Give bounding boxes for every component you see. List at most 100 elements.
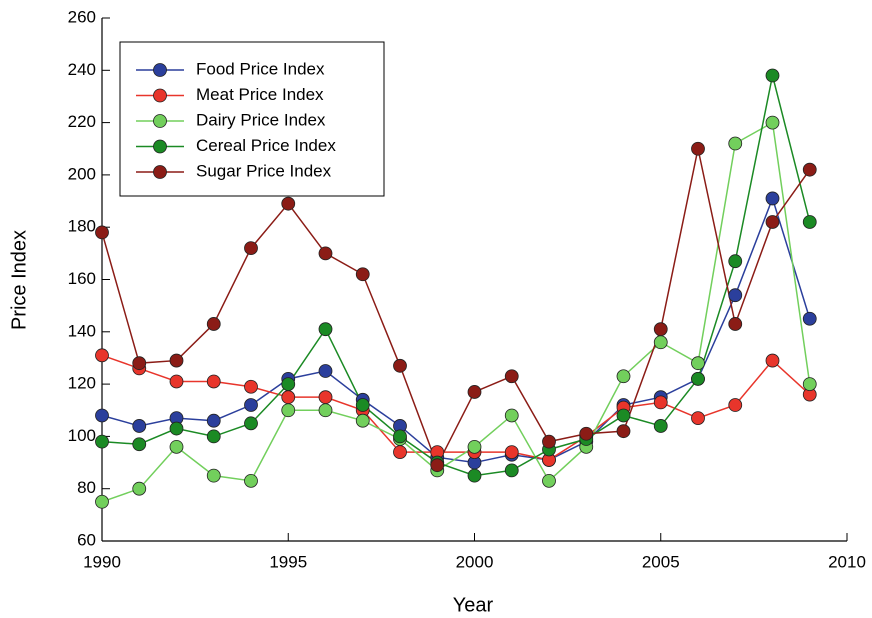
x-tick-label: 1990: [83, 552, 121, 571]
y-tick-label: 140: [68, 321, 96, 340]
y-tick-label: 240: [68, 60, 96, 79]
data-point: [169, 353, 184, 368]
data-point: [616, 369, 631, 384]
data-point: [206, 317, 221, 331]
y-tick-label: 120: [68, 374, 96, 393]
data-point: [244, 416, 258, 431]
data-point: [95, 408, 109, 423]
data-point: [244, 241, 258, 256]
legend-label: Food Price Index: [196, 59, 325, 78]
y-tick-label: 60: [77, 530, 96, 549]
data-point: [616, 408, 631, 423]
data-point: [765, 353, 780, 368]
legend-label: Sugar Price Index: [196, 161, 332, 180]
data-point: [244, 473, 258, 488]
y-tick-label: 220: [68, 112, 96, 131]
data-point: [802, 162, 817, 177]
data-point: [281, 196, 296, 211]
data-point: [579, 426, 594, 441]
x-tick-label: 2005: [642, 552, 680, 571]
data-point: [318, 322, 333, 337]
data-point: [504, 369, 519, 384]
y-tick-label: 180: [68, 217, 96, 236]
data-point: [132, 481, 147, 496]
legend-marker: [153, 139, 167, 154]
series-line: [101, 354, 811, 461]
data-point: [653, 419, 668, 433]
data-point: [318, 246, 333, 261]
data-point: [504, 463, 519, 478]
data-point: [132, 419, 147, 433]
data-point: [132, 437, 147, 452]
x-tick-label: 2010: [828, 552, 866, 571]
data-point: [691, 141, 705, 156]
legend: Food Price Index Meat Price Index Dairy Pr…: [119, 41, 385, 197]
data-point: [802, 311, 817, 326]
data-point: [355, 398, 370, 412]
data-point: [691, 356, 705, 371]
data-point: [318, 390, 333, 405]
data-point: [393, 358, 407, 373]
data-point: [355, 267, 370, 282]
data-point: [318, 403, 333, 418]
data-point: [728, 398, 743, 412]
x-tick-label: 1995: [269, 552, 307, 571]
data-point: [504, 408, 519, 423]
data-point: [504, 445, 519, 459]
data-point: [318, 364, 333, 378]
data-point: [765, 215, 780, 229]
data-point: [132, 356, 147, 371]
series-line: [101, 148, 811, 468]
data-point: [728, 254, 743, 269]
data-point: [653, 322, 668, 337]
data-point: [95, 434, 109, 449]
data-point: [169, 439, 184, 454]
data-point: [802, 215, 817, 229]
data-point: [95, 494, 109, 509]
data-point: [467, 468, 482, 483]
data-point: [206, 468, 221, 483]
data-point: [467, 439, 482, 454]
data-point: [355, 413, 370, 428]
data-point: [95, 348, 109, 363]
data-point: [244, 398, 258, 412]
data-point: [542, 473, 556, 488]
y-tick-label: 160: [68, 269, 96, 288]
data-point: [802, 377, 817, 392]
data-point: [691, 411, 705, 425]
legend-marker: [153, 63, 167, 77]
data-point: [653, 395, 668, 410]
data-point: [653, 335, 668, 350]
data-point: [281, 377, 296, 392]
y-tick-label: 260: [68, 7, 96, 26]
data-point: [467, 385, 482, 399]
y-tick-label: 200: [68, 164, 96, 183]
legend-marker: [153, 165, 167, 179]
data-point: [616, 424, 631, 439]
data-point: [728, 136, 743, 151]
data-point: [728, 288, 743, 303]
data-point: [765, 68, 780, 83]
legend-marker: [153, 114, 167, 128]
data-point: [691, 371, 705, 386]
data-point: [430, 458, 445, 473]
data-point: [393, 429, 407, 444]
data-point: [728, 317, 743, 331]
data-point: [281, 403, 296, 418]
legend-label: Cereal Price Index: [196, 136, 336, 155]
x-axis-title: Year: [453, 594, 494, 616]
data-point: [206, 413, 221, 428]
y-tick-label: 100: [68, 426, 96, 445]
y-tick-label: 80: [77, 478, 96, 497]
data-point: [169, 374, 184, 389]
data-point: [95, 225, 109, 240]
data-point: [393, 445, 407, 459]
data-point: [169, 421, 184, 436]
data-point: [281, 390, 296, 405]
data-point: [206, 429, 221, 444]
y-axis-title: Price Index: [8, 230, 30, 330]
data-point: [765, 191, 780, 206]
legend-label: Dairy Price Index: [196, 110, 326, 129]
data-point: [765, 115, 780, 130]
